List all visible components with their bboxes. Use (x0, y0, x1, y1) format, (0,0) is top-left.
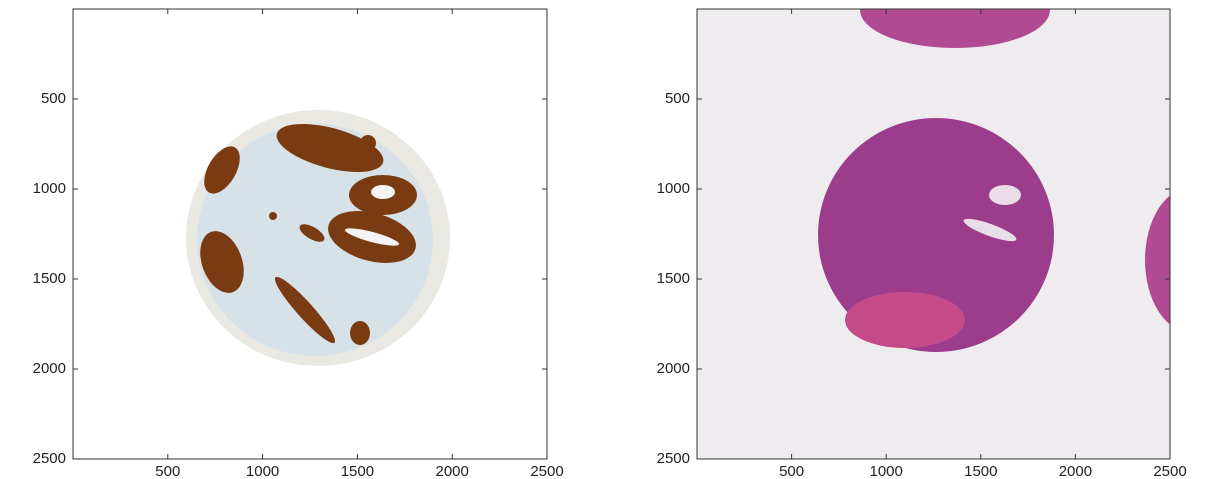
x-tick-label: 1000 (246, 463, 279, 479)
y-tick-label: 2500 (33, 450, 66, 467)
x-tick-label: 2500 (530, 463, 563, 479)
x-tick-label: 1500 (964, 463, 997, 479)
y-tick-label: 1000 (33, 180, 66, 197)
he-image (697, 0, 1205, 459)
x-tick-label: 2000 (1059, 463, 1092, 479)
y-tick-label: 500 (665, 90, 690, 107)
ihc-image (73, 9, 547, 459)
x-tick-label: 2500 (1153, 463, 1186, 479)
x-tick-label: 1000 (870, 463, 903, 479)
y-tick-label: 1500 (33, 270, 66, 287)
x-tick-label: 500 (155, 463, 180, 479)
x-tick-label: 2000 (436, 463, 469, 479)
y-tick-label: 500 (41, 90, 66, 107)
y-tick-label: 1500 (657, 270, 690, 287)
y-tick-label: 2000 (33, 360, 66, 377)
y-tick-label: 2500 (657, 450, 690, 467)
x-tick-label: 1500 (341, 463, 374, 479)
figure: 500 1000 1500 2000 2500 500 1000 1500 2000 2500 50… (0, 0, 1205, 479)
x-tick-label: 500 (779, 463, 804, 479)
y-tick-label: 2000 (657, 360, 690, 377)
y-tick-label: 1000 (657, 180, 690, 197)
